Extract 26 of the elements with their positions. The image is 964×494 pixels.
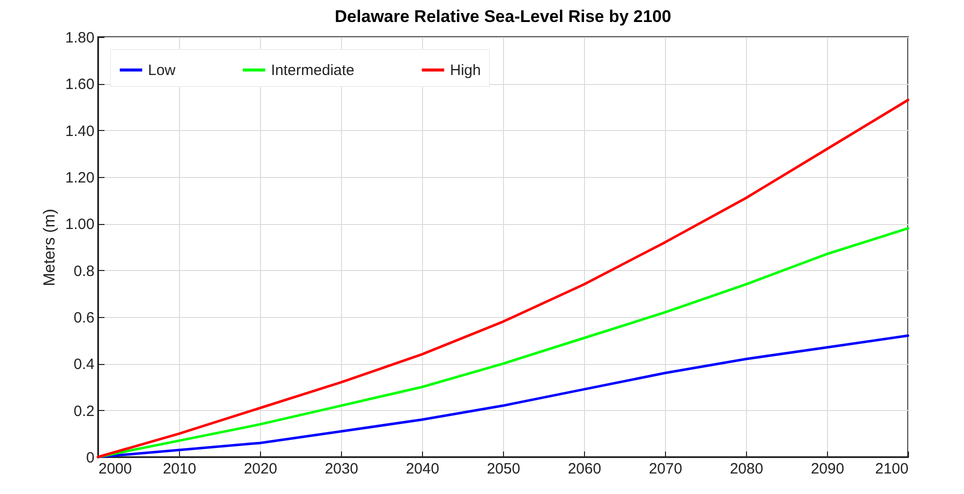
x-tick-label: 2030: [324, 460, 358, 478]
y-tick-label: 0.4: [74, 356, 94, 374]
legend-label: Low: [148, 62, 176, 79]
y-tick-label: 1.60: [65, 76, 94, 94]
y-tick-label: 1.00: [65, 216, 94, 234]
x-tick-label: 2010: [162, 460, 196, 478]
legend-label: High: [450, 62, 481, 79]
x-tick-label: 2100: [875, 460, 908, 478]
y-tick-label: 1.20: [65, 170, 94, 186]
chart-title: Delaware Relative Sea-Level Rise by 2100: [334, 7, 672, 26]
legend-label: Intermediate: [271, 62, 354, 79]
y-tick-label: 1.80: [65, 30, 94, 46]
x-tick-label: 2070: [648, 460, 682, 478]
y-tick-label: 0.6: [74, 310, 94, 326]
x-tick-label: 2000: [98, 460, 132, 478]
y-tick-label: 0: [86, 450, 94, 466]
x-tick-label: 2090: [810, 460, 844, 478]
y-tick-label: 0.8: [74, 262, 94, 280]
x-tick-label: 2020: [244, 460, 278, 478]
y-axis-title: Meters (m): [41, 208, 58, 286]
x-tick-label: 2050: [486, 460, 520, 478]
y-tick-label: 1.40: [65, 122, 94, 140]
x-tick-label: 2080: [730, 460, 764, 478]
x-tick-label: 2040: [406, 460, 440, 478]
y-tick-label: 0.2: [74, 402, 94, 420]
x-tick-label: 2060: [568, 460, 602, 478]
